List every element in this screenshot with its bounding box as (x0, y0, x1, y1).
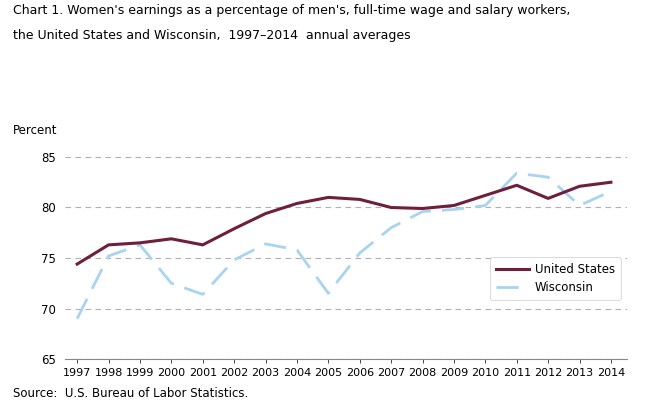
Text: Source:  U.S. Bureau of Labor Statistics.: Source: U.S. Bureau of Labor Statistics. (13, 387, 248, 400)
Text: Chart 1. Women's earnings as a percentage of men's, full-time wage and salary wo: Chart 1. Women's earnings as a percentag… (13, 4, 570, 17)
Text: Percent: Percent (13, 124, 57, 137)
Legend: United States, Wisconsin: United States, Wisconsin (490, 257, 621, 300)
Text: the United States and Wisconsin,  1997–2014  annual averages: the United States and Wisconsin, 1997–20… (13, 29, 411, 42)
